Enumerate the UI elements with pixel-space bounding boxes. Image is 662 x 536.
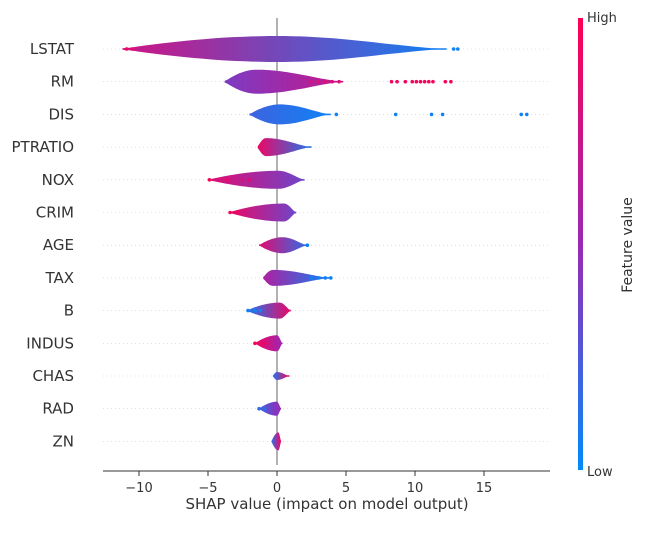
- outlier-point: [247, 178, 252, 182]
- violin-dis: [249, 104, 331, 125]
- x-axis-label: SHAP value (impact on model output): [185, 495, 468, 513]
- x-axis-ticks: −10 −5 0 5 10 15: [125, 471, 492, 496]
- colorbar-high-label: High: [587, 11, 617, 26]
- outlier-point: [257, 406, 261, 411]
- x-tick-label: −5: [198, 481, 217, 496]
- x-tick-label: 0: [273, 481, 281, 496]
- violin-tax: [263, 269, 331, 286]
- feature-label-rm: RM: [51, 73, 74, 91]
- feature-label-rad: RAD: [42, 400, 74, 418]
- violin-age: [259, 237, 308, 254]
- feature-label-lstat: LSTAT: [30, 40, 75, 58]
- outlier-point: [258, 308, 263, 313]
- colorbar-title: Feature value: [620, 197, 636, 293]
- outlier-point: [207, 178, 212, 182]
- outlier-point: [235, 210, 239, 215]
- x-tick-label: 5: [342, 481, 350, 496]
- feature-label-indus: INDUS: [26, 334, 74, 352]
- violin-lstat: [122, 36, 447, 62]
- outlier-point: [240, 178, 245, 182]
- violin-nox: [208, 170, 305, 189]
- x-tick-label: 15: [476, 481, 493, 496]
- outlier-point: [124, 47, 129, 51]
- violin-indus: [254, 335, 283, 352]
- outlier-point: [334, 112, 339, 117]
- colorbar: [578, 18, 583, 470]
- outlier-point: [427, 79, 431, 84]
- outlier-point: [246, 308, 250, 313]
- outlier-point: [264, 341, 268, 346]
- outlier-point: [228, 210, 232, 215]
- outlier-point: [519, 112, 524, 117]
- feature-label-ptratio: PTRATIO: [11, 138, 74, 156]
- feature-label-nox: NOX: [42, 171, 74, 189]
- outlier-point: [524, 112, 529, 117]
- violin-rm: [224, 69, 344, 94]
- outlier-point: [451, 47, 456, 51]
- x-tick-label: 10: [407, 481, 424, 496]
- outlier-point: [305, 243, 310, 247]
- outlier-point: [253, 308, 257, 313]
- feature-label-chas: CHAS: [32, 367, 74, 385]
- outlier-point: [455, 47, 460, 51]
- outlier-point: [225, 178, 230, 182]
- outlier-point: [309, 276, 314, 280]
- violin-chas: [272, 372, 290, 380]
- feature-label-zn: ZN: [53, 432, 75, 450]
- outlier-point: [253, 341, 257, 346]
- feature-label-age: AGE: [43, 236, 74, 254]
- outlier-point: [393, 112, 398, 117]
- outlier-point: [316, 276, 321, 280]
- outlier-point: [431, 79, 435, 84]
- outlier-point: [130, 47, 134, 51]
- outlier-point: [410, 79, 415, 84]
- outlier-point: [330, 79, 335, 84]
- outlier-point: [418, 79, 423, 84]
- outlier-point: [258, 341, 263, 346]
- outlier-point: [449, 79, 453, 84]
- outlier-point: [323, 79, 328, 84]
- outlier-point: [323, 276, 328, 280]
- feature-label-b: B: [64, 302, 74, 320]
- outlier-point: [429, 112, 434, 117]
- violin-zn: [271, 432, 282, 451]
- outlier-point: [414, 79, 419, 84]
- outlier-point: [440, 112, 445, 117]
- feature-label-dis: DIS: [49, 105, 75, 123]
- outlier-point: [395, 79, 399, 84]
- outlier-point: [329, 276, 333, 280]
- outlier-point: [389, 79, 394, 84]
- violin-ptratio: [257, 138, 312, 157]
- violin-b: [246, 302, 291, 319]
- outlier-point: [403, 79, 408, 84]
- outlier-point: [443, 79, 448, 84]
- outlier-point: [309, 79, 314, 84]
- feature-label-crim: CRIM: [36, 204, 74, 222]
- colorbar-low-label: Low: [587, 465, 613, 480]
- outlier-point: [316, 79, 321, 84]
- x-tick-label: −10: [125, 481, 152, 496]
- outlier-point: [262, 406, 267, 411]
- violins: [122, 36, 529, 451]
- feature-label-tax: TAX: [44, 269, 74, 287]
- row-gridlines: [103, 48, 550, 442]
- violin-crim: [228, 203, 297, 222]
- violin-rad: [259, 401, 282, 416]
- feature-labels: LSTAT RM DIS PTRATIO NOX CRIM AGE TAX B INDUS CHAS…: [11, 40, 74, 450]
- outlier-point: [422, 79, 427, 84]
- outlier-point: [337, 79, 341, 84]
